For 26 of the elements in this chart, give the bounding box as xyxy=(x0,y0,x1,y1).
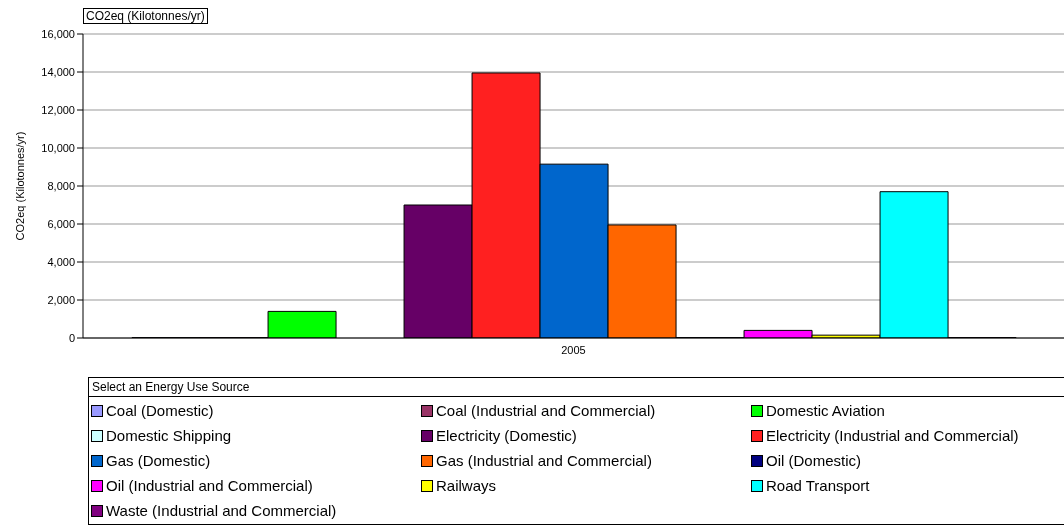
legend-label: Domestic Aviation xyxy=(766,402,885,419)
y-axis-title: CO2eq (Kilotonnes/yr) xyxy=(13,131,26,241)
legend-label: Electricity (Domestic) xyxy=(436,427,577,444)
legend-label: Electricity (Industrial and Commercial) xyxy=(766,427,1019,444)
legend-label: Gas (Domestic) xyxy=(106,452,211,469)
legend-title: Select an Energy Use Source xyxy=(89,378,1064,397)
y-tick-label: 12,000 xyxy=(41,103,75,116)
y-tick-label: 14,000 xyxy=(41,65,75,78)
legend-label: Gas (Industrial and Commercial) xyxy=(436,452,652,469)
y-tick-label: 2,000 xyxy=(47,293,75,306)
legend-label: Coal (Domestic) xyxy=(106,402,214,419)
x-tick-label: 2005 xyxy=(561,343,586,356)
y-tick-label: 0 xyxy=(68,331,75,344)
y-tick-label: 8,000 xyxy=(47,179,75,192)
legend-label: Railways xyxy=(436,477,497,494)
y-tick-label: 4,000 xyxy=(47,255,75,268)
legend-label: Coal (Industrial and Commercial) xyxy=(436,402,656,419)
chart-title: CO2eq (Kilotonnes/yr) xyxy=(83,8,208,24)
legend-label: Waste (Industrial and Commercial) xyxy=(106,502,337,519)
legend-label: Road Transport xyxy=(766,477,870,494)
legend-label: Oil (Domestic) xyxy=(766,452,862,469)
y-tick-label: 16,000 xyxy=(41,27,75,40)
legend-label: Oil (Industrial and Commercial) xyxy=(106,477,313,494)
legend-label: Domestic Shipping xyxy=(106,427,232,444)
y-tick-label: 6,000 xyxy=(47,217,75,230)
y-tick-label: 10,000 xyxy=(41,141,75,154)
